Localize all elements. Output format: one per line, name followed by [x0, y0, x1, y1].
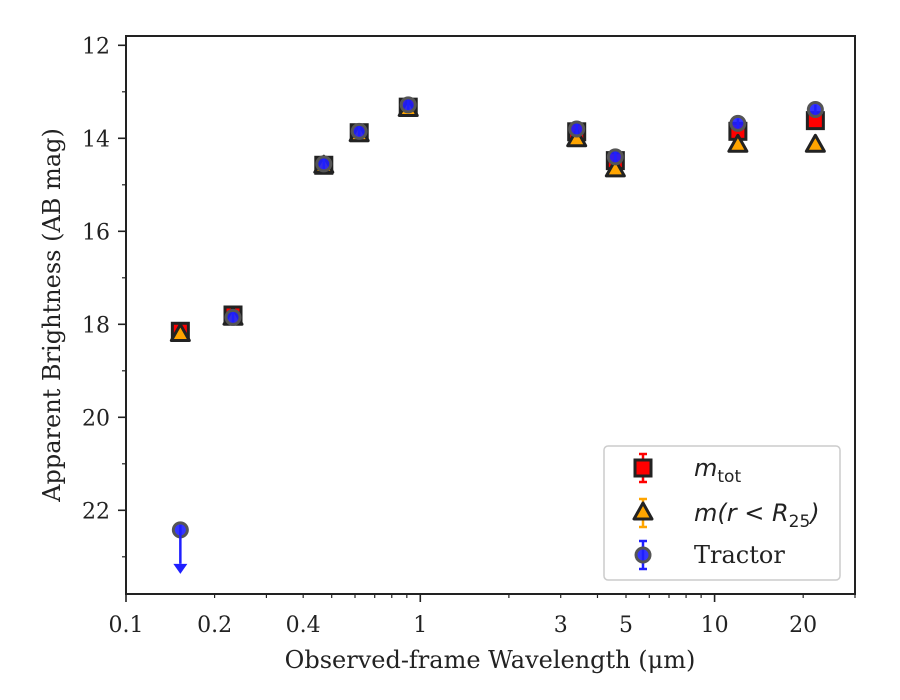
x-tick-label: 20	[789, 613, 817, 638]
data-point	[224, 308, 242, 326]
legend: mtot m(r < R25) Tractor	[603, 445, 841, 581]
y-tick-label: 12	[82, 34, 110, 59]
y-tick-label: 20	[82, 406, 110, 431]
x-tick-label: 3	[554, 613, 568, 638]
y-tick-label: 16	[82, 220, 110, 245]
data-point	[604, 158, 626, 178]
legend-label: mtot	[694, 454, 741, 487]
x-axis: 0.1 0.2 0.4 1 3 5 10 20	[109, 594, 856, 638]
y-axis-label: Apparent Brightness (AB mag)	[38, 128, 66, 503]
x-tick-label: 1	[413, 613, 427, 638]
data-point	[727, 133, 749, 153]
data-point	[399, 96, 417, 114]
data-point	[169, 323, 191, 343]
x-tick-label: 0.4	[286, 613, 321, 638]
legend-marker	[634, 546, 652, 564]
y-tick-label: 18	[82, 313, 110, 338]
data-point	[606, 148, 624, 166]
data-point	[804, 133, 826, 153]
data-point	[568, 120, 586, 138]
data-point	[729, 114, 747, 132]
y-tick-label: 22	[82, 499, 110, 524]
series-circle	[171, 96, 824, 574]
data-point	[315, 155, 333, 173]
data-point	[350, 122, 368, 140]
legend-marker	[633, 458, 653, 478]
legend-box	[603, 445, 841, 581]
x-tick-label: 10	[701, 613, 729, 638]
y-tick-label: 14	[82, 127, 110, 152]
data-markers	[169, 96, 826, 574]
x-tick-label: 5	[619, 613, 633, 638]
data-point	[806, 100, 824, 118]
data-point	[566, 128, 588, 148]
legend-label: m(r < R25)	[694, 499, 820, 532]
x-tick-label: 0.2	[197, 613, 232, 638]
x-axis-label: Observed-frame Wavelength (μm)	[285, 646, 696, 674]
legend-marker	[632, 501, 654, 521]
legend-label: Tractor	[694, 541, 785, 569]
upper-limit-arrow	[173, 563, 188, 574]
y-axis: 12 14 16 18 20 22	[82, 34, 126, 558]
x-tick-label: 0.1	[109, 613, 144, 638]
